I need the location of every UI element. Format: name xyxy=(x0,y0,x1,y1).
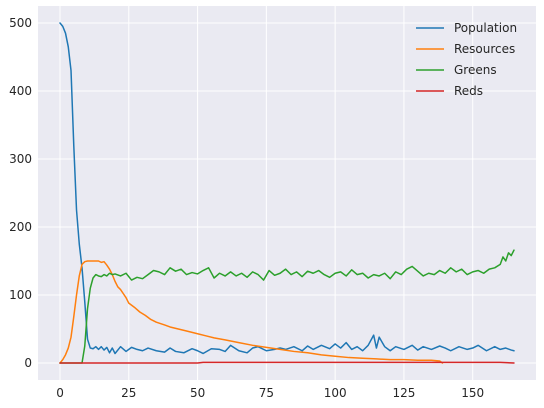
legend-label-resources: Resources xyxy=(454,42,515,56)
x-tick-label: 125 xyxy=(392,386,415,400)
y-tick-label: 300 xyxy=(9,152,32,166)
y-tick-label: 400 xyxy=(9,84,32,98)
legend-label-greens: Greens xyxy=(454,63,497,77)
y-tick-label: 0 xyxy=(24,356,32,370)
tick-labels: 0 25 50 75 100 125 150 0 100 200 300 400 500 xyxy=(9,16,484,400)
x-tick-label: 50 xyxy=(190,386,205,400)
series-line-resources xyxy=(59,260,444,364)
series-line-reds xyxy=(59,361,515,364)
plot-area xyxy=(38,6,536,380)
series-line-population xyxy=(59,22,515,355)
x-tick-label: 25 xyxy=(121,386,136,400)
x-tick-label: 0 xyxy=(56,386,64,400)
y-tick-label: 500 xyxy=(9,16,32,30)
series-line-greens xyxy=(59,249,515,364)
legend-label-reds: Reds xyxy=(454,84,483,98)
legend-label-population: Population xyxy=(454,21,517,35)
x-tick-label: 75 xyxy=(259,386,274,400)
x-tick-label: 100 xyxy=(324,386,347,400)
series-lines xyxy=(59,22,515,364)
x-tick-label: 150 xyxy=(461,386,484,400)
legend: Population Resources Greens Reds xyxy=(416,21,517,98)
y-tick-label: 200 xyxy=(9,220,32,234)
y-tick-label: 100 xyxy=(9,288,32,302)
